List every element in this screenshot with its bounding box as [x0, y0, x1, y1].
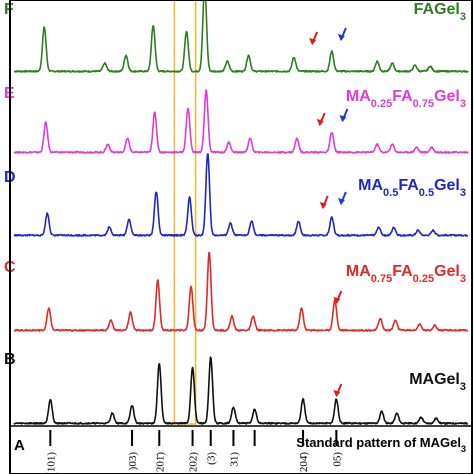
peak-arrow-f-1 — [337, 27, 347, 41]
miller-index-label-6: (204̄) — [298, 452, 310, 474]
peak-arrow-b-0 — [333, 383, 343, 397]
series-label-b: MAGel3 — [409, 371, 466, 393]
series-label-f: FAGel3 — [414, 1, 466, 23]
standard-pattern-panel: A Standard pattern of MAGel3 (101) )03) (201… — [10, 425, 472, 474]
peak-arrow-e-1 — [339, 108, 349, 122]
miller-index-label-2: (201̄) — [154, 452, 166, 474]
standard-pattern-label: Standard pattern of MAGel3 — [296, 435, 466, 454]
series-label-e: MA0.25FA0.75Gel3 — [346, 88, 466, 110]
miller-index-label-1: )03) — [127, 452, 139, 471]
peak-arrow-c-0 — [333, 290, 343, 304]
miller-index-label-4: (3) — [206, 452, 218, 465]
series-label-c: MA0.75FA0.25Gel3 — [346, 263, 466, 285]
series-line-e — [13, 89, 469, 154]
miller-index-label-0: (101) — [45, 452, 57, 474]
miller-index-label-7: 05) — [331, 452, 343, 467]
series-label-d: MA0.5FA0.5Gel3 — [358, 177, 466, 199]
panel-letter-a: A — [14, 437, 25, 454]
spectra-layer — [13, 0, 469, 425]
peak-arrow-d-0 — [319, 195, 329, 209]
miller-index-label-3: (202) — [188, 452, 200, 474]
peak-arrow-f-0 — [309, 31, 319, 45]
series-line-f — [13, 0, 469, 73]
plot-frame — [9, 0, 473, 474]
peak-arrow-d-1 — [337, 191, 347, 205]
series-line-b — [13, 356, 469, 425]
miller-index-label-5: 31) — [228, 452, 240, 467]
series-line-c — [13, 251, 469, 332]
peak-arrow-e-0 — [316, 112, 326, 126]
series-line-d — [13, 153, 469, 237]
